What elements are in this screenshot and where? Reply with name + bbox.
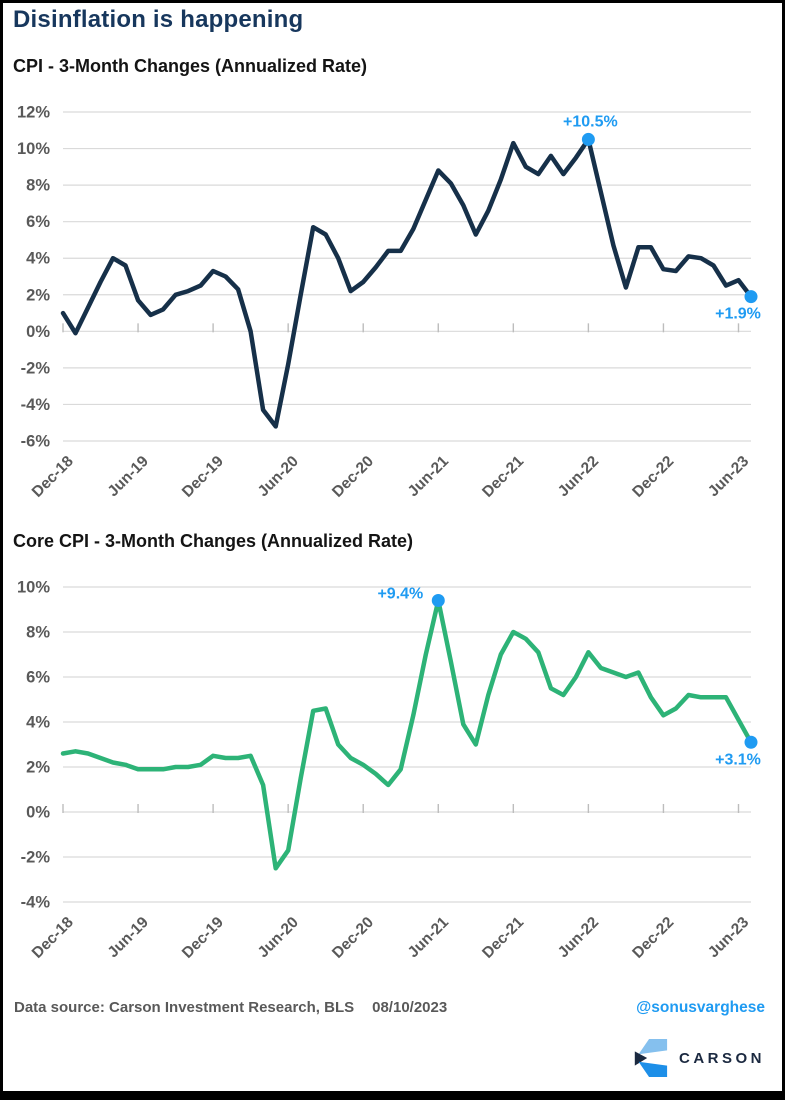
carson-logo: CARSON (631, 1036, 765, 1080)
data-point-label: +1.9% (715, 306, 761, 323)
y-axis-tick-label: -4% (21, 396, 51, 414)
social-handle: @sonusvarghese (636, 999, 765, 1016)
page-title: Disinflation is happening (13, 6, 304, 33)
footer: Data source: Carson Investment Research,… (14, 999, 765, 1017)
data-point-label: +3.1% (715, 751, 761, 768)
y-axis-tick-label: -2% (21, 359, 51, 377)
x-axis-tick-label: Dec-21 (479, 453, 527, 501)
x-axis-tick-label: Jun-19 (105, 914, 153, 962)
x-axis-tick-label: Dec-18 (29, 914, 77, 962)
y-axis-tick-label: 6% (26, 213, 50, 231)
y-axis-tick-label: 12% (17, 104, 50, 122)
y-axis-tick-label: 8% (26, 177, 50, 195)
y-axis-tick-label: 8% (26, 624, 50, 642)
data-point-label: +9.4% (377, 586, 423, 603)
data-point-marker (581, 132, 595, 146)
x-axis-tick-label: Jun-21 (405, 914, 453, 962)
core-cpi-chart: 10% 8% 6% 4% 2% 0% -2% -4% Dec-18 Jun-19 Dec-19 Jun… (17, 579, 761, 962)
data-line (60, 137, 754, 429)
x-axis-tick-label: Dec-21 (479, 914, 527, 962)
y-axis-tick-label: 2% (26, 286, 50, 304)
y-axis-tick-label: 0% (26, 323, 50, 341)
carson-logo-text: CARSON (678, 1049, 765, 1067)
data-point-label: +10.5% (563, 113, 618, 130)
data-point-marker (744, 735, 758, 749)
y-axis-tick-label: 0% (26, 804, 50, 822)
x-axis-tick-label: Dec-20 (329, 914, 377, 962)
x-axis-tick-label: Jun-19 (105, 453, 153, 501)
y-axis-tick-label: 4% (26, 250, 50, 268)
y-axis-tick-label: 10% (17, 579, 50, 597)
x-axis-tick-label: Dec-19 (179, 453, 227, 501)
data-source-text: Data source: Carson Investment Research,… (14, 999, 355, 1016)
x-axis-tick-label: Dec-18 (29, 453, 77, 501)
core-cpi-chart-title: Core CPI - 3-Month Changes (Annualized R… (13, 531, 414, 551)
y-axis-tick-label: 2% (26, 759, 50, 777)
x-axis-tick-label: Jun-23 (705, 914, 753, 962)
x-axis-tick-label: Jun-20 (255, 453, 302, 500)
x-axis-tick-label: Jun-22 (555, 453, 602, 500)
x-axis-tick-label: Dec-22 (629, 453, 677, 501)
data-point-marker (431, 594, 445, 607)
footer-date: 08/10/2023 (372, 999, 448, 1016)
data-line (60, 598, 754, 871)
y-axis-tick-label: -6% (21, 433, 51, 451)
y-axis-tick-label: 6% (26, 669, 50, 687)
x-axis-tick-label: Dec-22 (629, 914, 677, 962)
x-axis-tick-label: Dec-19 (179, 914, 227, 962)
y-axis-tick-label: 4% (26, 714, 50, 732)
y-axis-tick-label: -4% (21, 894, 51, 912)
y-axis-tick-label: 10% (17, 140, 50, 158)
carson-logo-icon (634, 1039, 668, 1077)
x-axis-tick-label: Jun-23 (705, 453, 753, 501)
x-axis-tick-label: Jun-20 (255, 914, 302, 961)
cpi-chart-title: CPI - 3-Month Changes (Annualized Rate) (13, 56, 368, 76)
data-point-marker (744, 290, 758, 304)
x-axis-tick-label: Dec-20 (329, 453, 377, 501)
y-axis-tick-label: -2% (21, 849, 51, 867)
x-axis-tick-label: Jun-22 (555, 914, 602, 961)
x-axis-tick-label: Jun-21 (405, 453, 453, 501)
cpi-chart: 12% 10% 8% 6% 4% 2% 0% -2% -4% -6% Dec-18 Jun-19 Dec… (17, 104, 761, 501)
